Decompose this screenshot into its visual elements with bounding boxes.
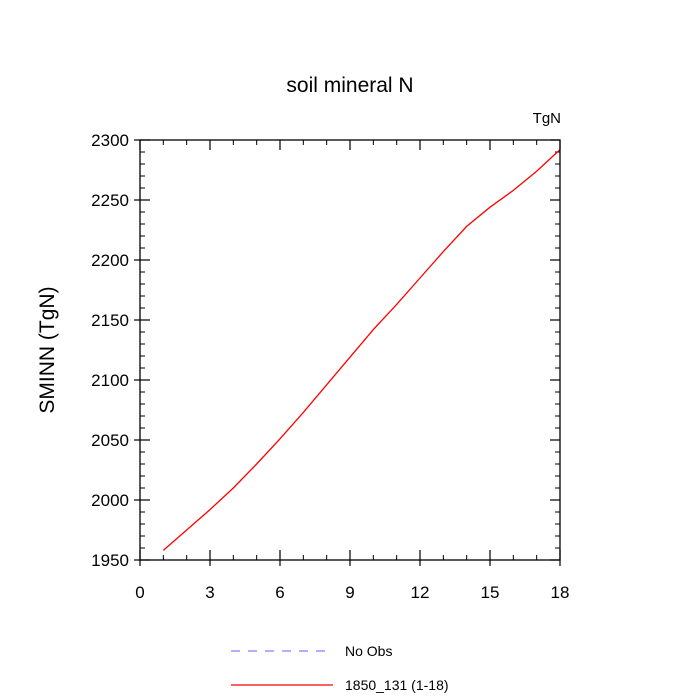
x-tick-label: 3 [205,583,214,602]
y-tick-label: 2000 [91,491,129,510]
y-tick-label: 2300 [91,131,129,150]
x-tick-label: 12 [411,583,430,602]
legend: No Obs 1850_131 (1-18) [231,643,449,693]
plot-frame [139,139,561,561]
units-label: TgN [533,110,561,127]
y-tick-label: 2100 [91,371,129,390]
x-tick-label: 0 [135,583,144,602]
x-tick-label: 15 [481,583,500,602]
tick-labels: 0 3 6 9 12 15 18 1950 2000 2050 2100 2150 2200 2250 23… [91,131,569,602]
y-tick-label: 2250 [91,191,129,210]
y-tick-label: 2050 [91,431,129,450]
legend-label: 1850_131 (1-18) [345,677,449,693]
x-tick-label: 9 [345,583,354,602]
series-line [162,149,561,551]
y-tick-label: 2200 [91,251,129,270]
y-tick-label: 2150 [91,311,129,330]
y-axis-label: SMINN (TgN) [36,286,59,413]
axis-ticks [134,139,561,566]
legend-label: No Obs [345,643,392,659]
series-layer [162,149,561,551]
x-tick-label: 6 [275,583,284,602]
x-tick-label: 18 [551,583,570,602]
chart-title: soil mineral N [286,74,413,97]
y-tick-label: 1950 [91,551,129,570]
